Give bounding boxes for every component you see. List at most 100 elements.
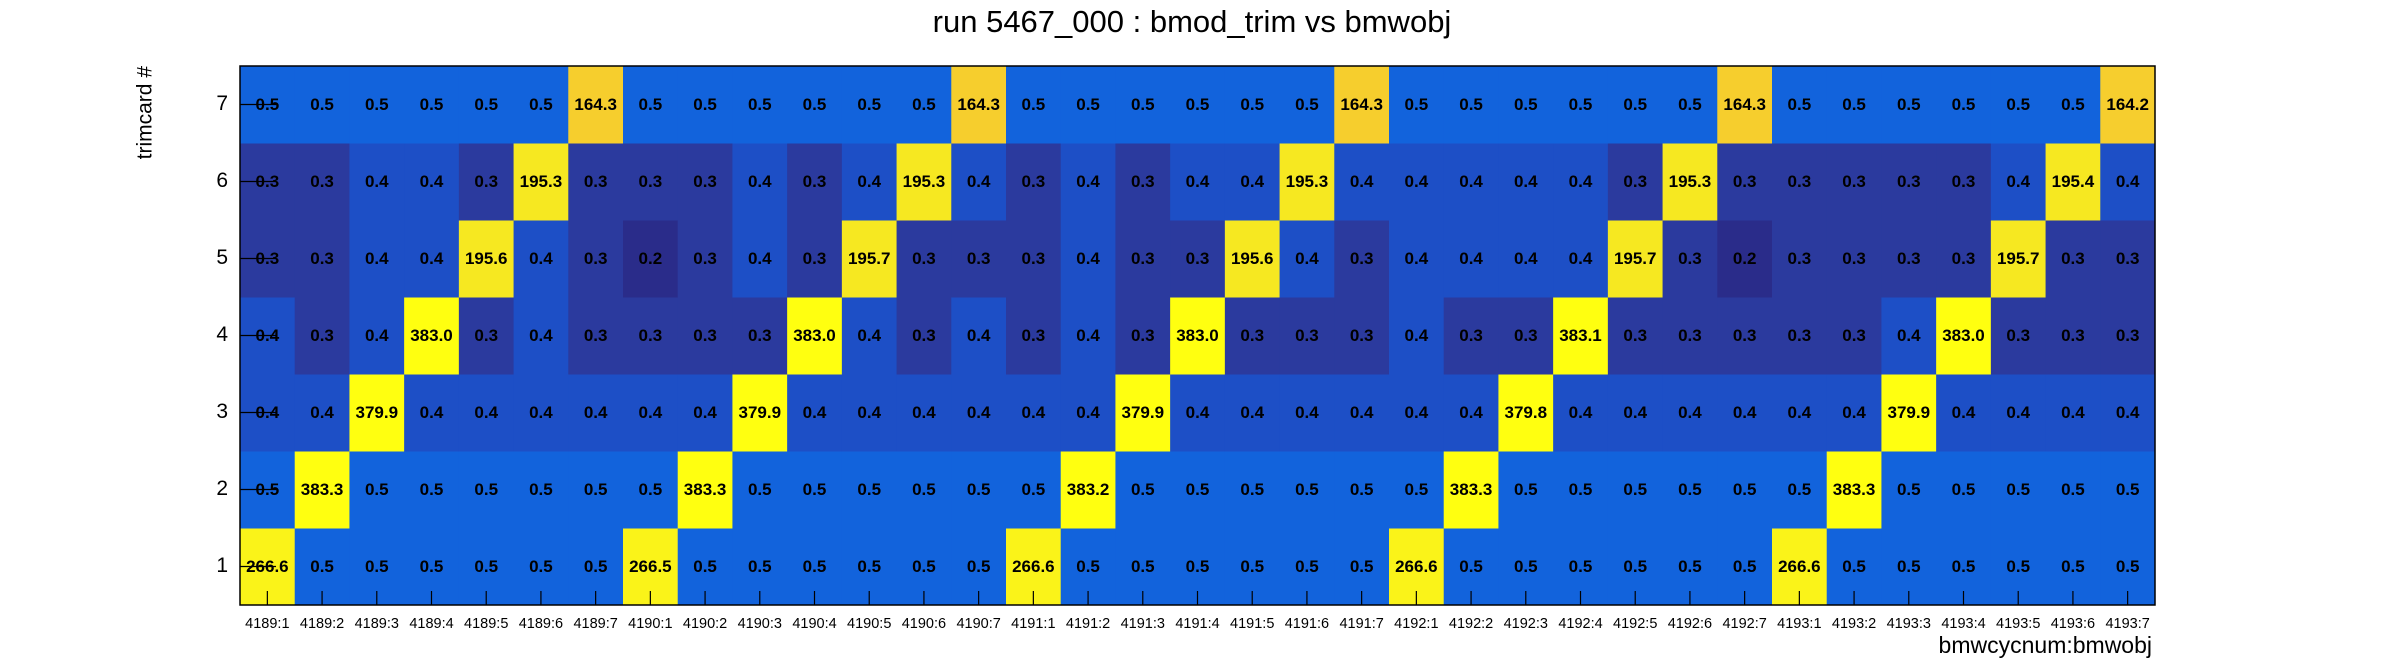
x-tick-label: 4192:3 xyxy=(1504,616,1548,632)
heatmap-cell xyxy=(513,66,569,144)
heatmap-cell xyxy=(1389,66,1445,144)
heatmap-cell xyxy=(677,66,733,144)
cell-label: 0.4 xyxy=(1405,172,1429,191)
heatmap-cell xyxy=(1717,451,1773,529)
heatmap-cell xyxy=(1772,374,1828,452)
heatmap-cell xyxy=(1224,297,1281,375)
x-tick-label: 4191:1 xyxy=(1011,616,1055,632)
cell-label: 0.5 xyxy=(310,95,334,114)
cell-label: 0.5 xyxy=(1459,557,1483,576)
cell-label: 0.5 xyxy=(1788,480,1812,499)
cell-label: 0.5 xyxy=(1240,480,1264,499)
heatmap-cell xyxy=(896,297,952,375)
heatmap-cell xyxy=(1060,374,1116,452)
heatmap-cell xyxy=(1224,66,1281,144)
heatmap-cell xyxy=(623,220,679,298)
cell-label: 0.3 xyxy=(1733,326,1757,345)
heatmap-cell xyxy=(458,220,515,298)
cell-label: 0.3 xyxy=(1733,172,1757,191)
cell-label: 0.3 xyxy=(693,249,717,268)
cell-label: 0.5 xyxy=(1240,557,1264,576)
cell-label: 0.5 xyxy=(748,480,772,499)
cell-label: 0.3 xyxy=(1623,326,1647,345)
x-tick-label: 4191:6 xyxy=(1285,616,1329,632)
cell-label: 0.5 xyxy=(1076,557,1100,576)
heatmap-cell xyxy=(2045,297,2101,375)
cell-label: 0.4 xyxy=(256,403,280,422)
x-tick-label: 4193:5 xyxy=(1996,616,2040,632)
heatmap-cell xyxy=(1389,297,1445,375)
cell-label: 195.3 xyxy=(1669,172,1712,191)
cell-label: 0.5 xyxy=(639,95,663,114)
cell-label: 0.4 xyxy=(2006,403,2030,422)
heatmap-cell xyxy=(1334,143,1390,221)
heatmap-cell xyxy=(1006,451,1062,529)
heatmap-cell xyxy=(732,297,788,375)
cell-label: 0.5 xyxy=(912,95,936,114)
cell-label: 0.4 xyxy=(1350,172,1374,191)
cell-label: 0.5 xyxy=(1788,95,1812,114)
cell-label: 0.4 xyxy=(1569,172,1593,191)
heatmap-cell xyxy=(1826,143,1882,221)
heatmap-cell xyxy=(1881,297,1937,375)
cell-label: 0.5 xyxy=(693,95,717,114)
heatmap-cell xyxy=(1936,451,1992,529)
cell-label: 0.4 xyxy=(1678,403,1702,422)
cell-label: 0.5 xyxy=(1623,95,1647,114)
heatmap-cell xyxy=(1826,451,1882,529)
cell-label: 0.5 xyxy=(1076,95,1100,114)
heatmap-cell xyxy=(1389,451,1445,529)
y-tick-label: 7 xyxy=(216,92,228,115)
cell-label: 0.5 xyxy=(256,480,280,499)
heatmap-cell xyxy=(2045,374,2101,452)
heatmap-cell xyxy=(1662,297,1718,375)
heatmap-cell xyxy=(1115,220,1171,298)
cell-label: 0.4 xyxy=(1405,326,1429,345)
cell-label: 0.5 xyxy=(1022,480,1046,499)
heatmap-cell xyxy=(349,297,405,375)
cell-label: 0.4 xyxy=(967,172,991,191)
x-tick-label: 4191:7 xyxy=(1339,616,1383,632)
cell-label: 0.5 xyxy=(1733,480,1757,499)
x-tick-label: 4190:2 xyxy=(683,616,727,632)
x-tick-label: 4191:5 xyxy=(1230,616,1274,632)
cell-label: 0.5 xyxy=(967,480,991,499)
y-tick-label: 1 xyxy=(216,554,228,577)
heatmap-cell xyxy=(623,66,679,144)
cell-label: 0.5 xyxy=(803,480,827,499)
heatmap-cell xyxy=(568,297,624,375)
cell-label: 0.4 xyxy=(1295,249,1319,268)
cell-label: 0.4 xyxy=(1459,172,1483,191)
cell-label: 0.5 xyxy=(912,480,936,499)
cell-label: 0.3 xyxy=(1131,326,1155,345)
cell-label: 0.5 xyxy=(748,557,772,576)
cell-label: 0.5 xyxy=(1897,480,1921,499)
heatmap-cell xyxy=(568,374,624,452)
cell-label: 0.5 xyxy=(1022,95,1046,114)
heatmap-cell xyxy=(404,66,460,144)
heatmap-cell xyxy=(513,143,569,221)
cell-label: 0.3 xyxy=(2061,249,2085,268)
cell-label: 0.4 xyxy=(1022,403,1046,422)
cell-label: 0.4 xyxy=(1240,403,1264,422)
heatmap-cell xyxy=(1334,374,1390,452)
cell-label: 0.3 xyxy=(1186,249,1210,268)
heatmap-cell xyxy=(1170,374,1226,452)
cell-label: 0.4 xyxy=(1569,403,1593,422)
cell-label: 0.5 xyxy=(1678,95,1702,114)
cell-label: 0.3 xyxy=(2061,326,2085,345)
heatmap-cell xyxy=(1936,66,1992,144)
heatmap-cell xyxy=(1881,374,1937,452)
cell-label: 0.5 xyxy=(1678,557,1702,576)
heatmap-cell xyxy=(1607,451,1664,529)
cell-label: 0.5 xyxy=(420,557,444,576)
heatmap-cell xyxy=(787,374,843,452)
cell-label: 0.5 xyxy=(1733,557,1757,576)
cell-label: 383.2 xyxy=(1067,480,1110,499)
heatmap-cell xyxy=(294,220,350,298)
cell-label: 0.5 xyxy=(1405,95,1429,114)
heatmap-cell xyxy=(1115,297,1171,375)
heatmap-cell xyxy=(1279,66,1335,144)
x-tick-label: 4193:2 xyxy=(1832,616,1876,632)
x-tick-label: 4191:3 xyxy=(1121,616,1165,632)
